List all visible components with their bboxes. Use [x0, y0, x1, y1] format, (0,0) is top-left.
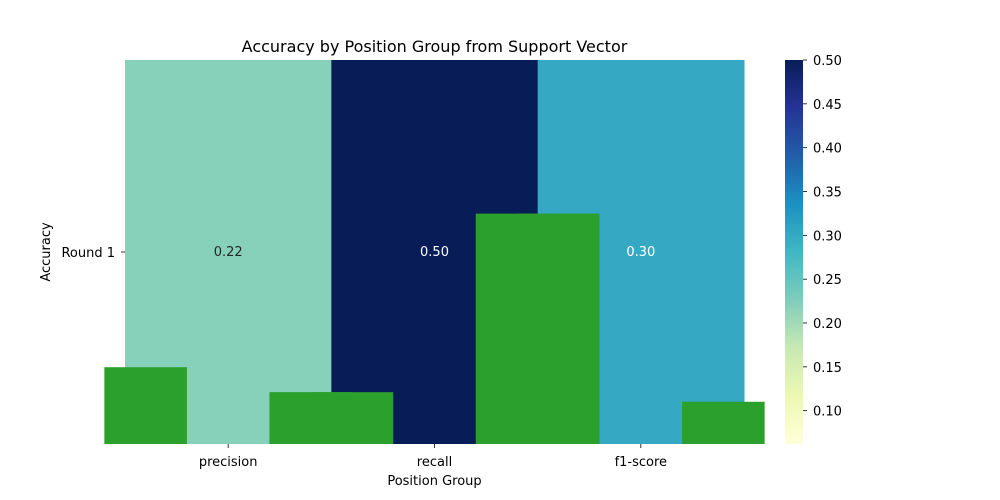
overlay-bar-5: [517, 213, 600, 444]
overlay-bar-3: [310, 392, 394, 444]
overlay-bars: [104, 213, 765, 444]
cell-annotation-recall: 0.50: [420, 245, 449, 260]
colorbar-tick-label: 0.25: [813, 273, 842, 288]
colorbar-ticks: 0.10 0.15 0.20 0.25 0.30 0.35 0.40 0.45 0.50: [803, 54, 842, 420]
y-axis-label: Accuracy: [39, 222, 54, 282]
colorbar-tick-label: 0.30: [813, 229, 842, 244]
colorbar-tick-label: 0.15: [813, 361, 842, 376]
colorbar: 0.10 0.15 0.20 0.25 0.30 0.35 0.40 0.45 0.50: [785, 54, 842, 444]
x-axis-ticks: precision recall f1-score: [199, 444, 667, 470]
x-tick-label-recall: recall: [417, 455, 452, 470]
cell-annotation-f1-score: 0.30: [626, 245, 655, 260]
x-tick-label-f1-score: f1-score: [615, 455, 667, 470]
colorbar-tick-label: 0.45: [813, 98, 842, 113]
overlay-bar-1: [104, 367, 187, 444]
colorbar-gradient: [785, 60, 803, 444]
cell-annotation-precision: 0.22: [214, 245, 243, 260]
x-axis-label: Position Group: [387, 474, 481, 489]
x-tick-label-precision: precision: [199, 455, 258, 470]
colorbar-tick-label: 0.20: [813, 317, 842, 332]
colorbar-tick-label: 0.50: [813, 54, 842, 69]
cell-annotations: 0.22 0.50 0.30: [214, 245, 656, 260]
colorbar-tick-label: 0.40: [813, 142, 842, 157]
overlay-bar-6: [682, 401, 765, 444]
y-tick-label-round-1: Round 1: [61, 246, 115, 261]
colorbar-tick-label: 0.35: [813, 186, 842, 201]
chart-title: Accuracy by Position Group from Support …: [242, 37, 628, 56]
y-axis-ticks: Round 1: [61, 246, 125, 261]
colorbar-tick-label: 0.10: [813, 405, 842, 420]
